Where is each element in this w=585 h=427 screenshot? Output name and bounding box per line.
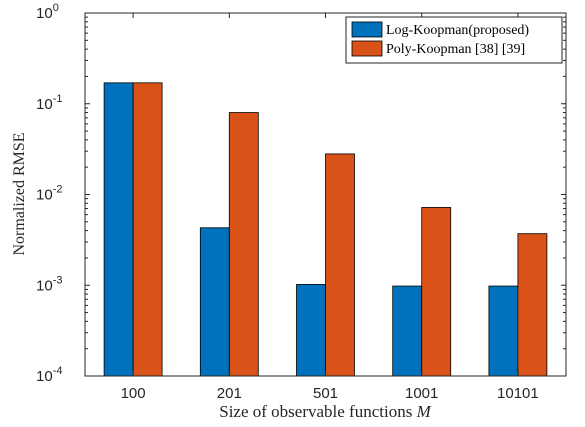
y-tick-base: 10 xyxy=(36,277,53,294)
bar-log-koopman-1001 xyxy=(392,285,423,377)
bar-poly-koopman-10101 xyxy=(517,233,548,377)
x-axis-label-text: Size of observable functions xyxy=(219,402,412,421)
y-tick-label: 10-1 xyxy=(36,93,62,113)
y-tick-exponent: -3 xyxy=(53,274,63,286)
bar-log-koopman-10101 xyxy=(488,285,519,377)
bar-poly-koopman-201 xyxy=(228,112,259,377)
y-tick-exponent: -2 xyxy=(53,184,63,196)
y-tick-exponent: 0 xyxy=(53,2,59,14)
bar-log-koopman-100 xyxy=(103,82,134,377)
legend-label-log-koopman: Log-Koopman(proposed) xyxy=(386,23,529,38)
x-tick-label: 10101 xyxy=(497,385,539,402)
legend-swatch-poly-koopman xyxy=(351,40,383,57)
y-tick-label: 10-4 xyxy=(36,365,62,385)
x-tick-label: 1001 xyxy=(405,385,438,402)
bar-log-koopman-201 xyxy=(199,227,230,377)
bar-poly-koopman-501 xyxy=(325,153,355,377)
y-axis-label: Normalized RMSE xyxy=(11,132,28,255)
y-tick-base: 10 xyxy=(36,187,53,204)
x-axis-label-var: M xyxy=(416,402,432,421)
x-tick-label: 501 xyxy=(313,385,338,402)
bar-poly-koopman-1001 xyxy=(421,207,452,377)
axes-group xyxy=(84,12,567,377)
y-tick-label: 10-3 xyxy=(36,274,62,294)
y-tick-exponent: -1 xyxy=(53,93,63,105)
y-tick-base: 10 xyxy=(36,368,53,385)
legend: Log-Koopman(proposed) Poly-Koopman [38] [… xyxy=(345,16,563,64)
bars-group xyxy=(103,82,548,377)
bar-poly-koopman-100 xyxy=(132,82,163,377)
y-tick-base: 10 xyxy=(36,96,53,113)
x-tick-label: 100 xyxy=(121,385,146,402)
x-tick-labels: 100 201 501 1001 10101 xyxy=(121,385,539,402)
legend-swatch-log-koopman xyxy=(351,21,383,38)
x-tick-label: 201 xyxy=(217,385,242,402)
x-axis-label: Size of observable functions M xyxy=(219,402,431,421)
y-tick-exponent: -4 xyxy=(53,365,63,377)
y-tick-base: 10 xyxy=(36,5,53,22)
legend-label-poly-koopman: Poly-Koopman [38] [39] xyxy=(386,42,525,57)
y-tick-label: 100 xyxy=(36,2,59,22)
bar-log-koopman-501 xyxy=(296,284,326,377)
y-tick-label: 10-2 xyxy=(36,184,62,204)
